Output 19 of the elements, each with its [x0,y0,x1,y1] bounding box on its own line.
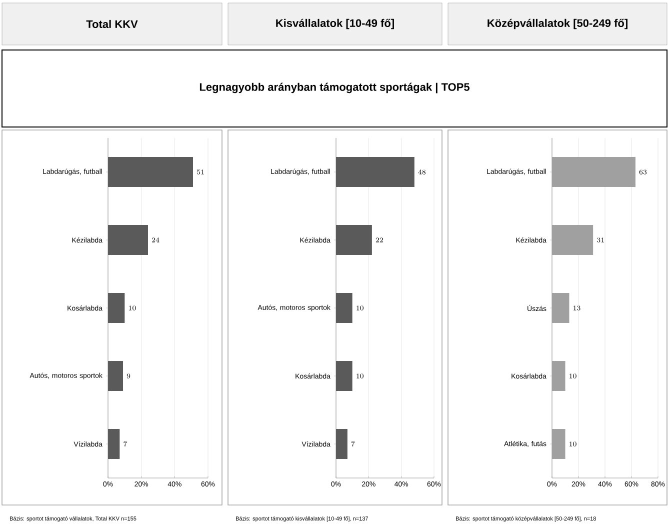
chart-title: Kisvállalatok [10-49 fő] [276,18,394,30]
bar [108,156,193,187]
bar [336,292,352,323]
bar [552,224,594,255]
bar [336,428,348,459]
bar [108,292,125,323]
text: Legnagyobb arányban támogatott sportágak | TOP5 [200,82,470,94]
bar [552,428,566,459]
bar [336,156,414,187]
bar [552,292,570,323]
bar [552,156,636,187]
bar [552,360,566,391]
bar [336,224,372,255]
bar [108,428,120,459]
bar [108,360,124,391]
bar [108,224,148,255]
chart-title: Total KKV [86,20,138,28]
chart-title: Középvállalatok [50-249 fő] [488,18,628,30]
bar [336,360,352,391]
